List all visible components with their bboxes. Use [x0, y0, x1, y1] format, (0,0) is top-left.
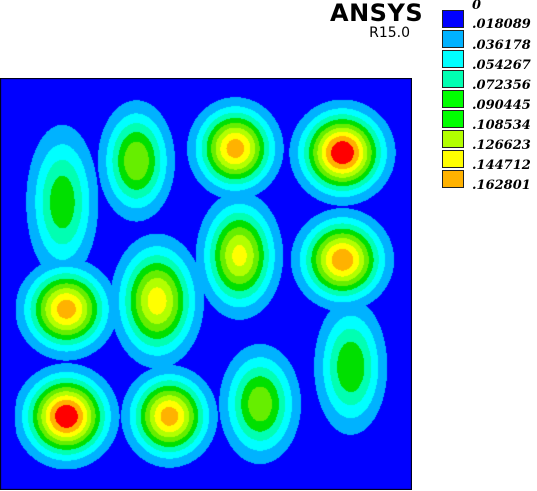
- legend-label: .018089: [472, 17, 531, 32]
- version-label: R15.0: [369, 25, 410, 41]
- contour-legend: 0 .018089 .036178 .054267 .072356 .09044…: [442, 0, 537, 200]
- legend-label: .162801: [472, 178, 531, 193]
- legend-label: .072356: [472, 78, 531, 93]
- legend-swatch: [442, 130, 464, 148]
- legend-swatch: [442, 70, 464, 88]
- legend-label: .054267: [472, 58, 531, 73]
- legend-label: .108534: [472, 118, 531, 133]
- legend-label: .036178: [472, 38, 531, 53]
- legend-swatch: [442, 50, 464, 68]
- ansys-logo-text: ANSYS: [330, 0, 424, 27]
- legend-swatch: [442, 150, 464, 168]
- legend-swatch: [442, 30, 464, 48]
- legend-label: .144712: [472, 158, 531, 173]
- legend-label: 0: [472, 0, 482, 13]
- legend-label: .090445: [472, 98, 531, 113]
- legend-label: .126623: [472, 138, 531, 153]
- contour-plot: [0, 78, 412, 490]
- legend-swatch: [442, 90, 464, 108]
- legend-swatch: [442, 10, 464, 28]
- legend-swatch: [442, 110, 464, 128]
- legend-swatch: [442, 170, 464, 188]
